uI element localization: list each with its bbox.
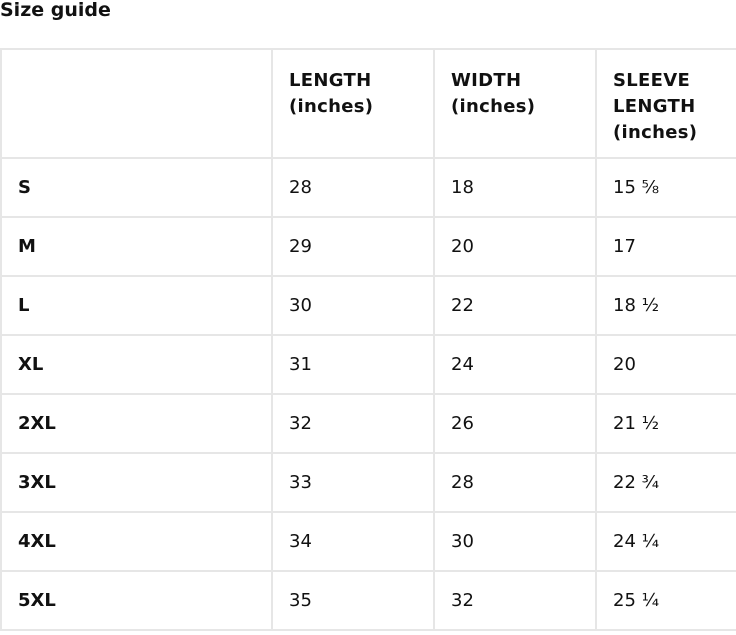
table-row: 3XL 33 28 22 ¾ <box>0 452 736 513</box>
length-cell: 29 <box>271 216 435 277</box>
length-cell: 28 <box>271 157 435 218</box>
length-cell: 34 <box>271 511 435 572</box>
size-cell: 4XL <box>0 511 273 572</box>
length-cell: 33 <box>271 452 435 513</box>
width-cell: 30 <box>433 511 597 572</box>
width-cell: 22 <box>433 275 597 336</box>
sleeve-length-cell: 25 ¼ <box>595 570 736 631</box>
width-cell: 24 <box>433 334 597 395</box>
size-cell: 2XL <box>0 393 273 454</box>
sleeve-length-cell: 24 ¼ <box>595 511 736 572</box>
size-cell: M <box>0 216 273 277</box>
length-cell: 32 <box>271 393 435 454</box>
table-row: 5XL 35 32 25 ¼ <box>0 570 736 631</box>
sleeve-length-cell: 22 ¾ <box>595 452 736 513</box>
size-guide-table: LENGTH (inches) WIDTH (inches) SLEEVE LE… <box>0 48 736 631</box>
length-cell: 31 <box>271 334 435 395</box>
table-row: M 29 20 17 <box>0 216 736 277</box>
width-cell: 18 <box>433 157 597 218</box>
table-row: XL 31 24 20 <box>0 334 736 395</box>
page-title: Size guide <box>0 0 111 21</box>
sleeve-length-cell: 20 <box>595 334 736 395</box>
size-cell: S <box>0 157 273 218</box>
length-cell: 30 <box>271 275 435 336</box>
size-cell: 3XL <box>0 452 273 513</box>
header-row: LENGTH (inches) WIDTH (inches) SLEEVE LE… <box>0 48 736 159</box>
size-cell: XL <box>0 334 273 395</box>
sleeve-length-cell: 15 ⅝ <box>595 157 736 218</box>
table-row: 4XL 34 30 24 ¼ <box>0 511 736 572</box>
header-sleeve-length: SLEEVE LENGTH (inches) <box>595 48 736 159</box>
size-cell: L <box>0 275 273 336</box>
width-cell: 26 <box>433 393 597 454</box>
table-row: 2XL 32 26 21 ½ <box>0 393 736 454</box>
header-width: WIDTH (inches) <box>433 48 597 159</box>
sleeve-length-cell: 18 ½ <box>595 275 736 336</box>
size-cell: 5XL <box>0 570 273 631</box>
width-cell: 20 <box>433 216 597 277</box>
width-cell: 28 <box>433 452 597 513</box>
header-size <box>0 48 273 159</box>
header-length: LENGTH (inches) <box>271 48 435 159</box>
table-row: S 28 18 15 ⅝ <box>0 157 736 218</box>
sleeve-length-cell: 21 ½ <box>595 393 736 454</box>
length-cell: 35 <box>271 570 435 631</box>
table-row: L 30 22 18 ½ <box>0 275 736 336</box>
width-cell: 32 <box>433 570 597 631</box>
sleeve-length-cell: 17 <box>595 216 736 277</box>
